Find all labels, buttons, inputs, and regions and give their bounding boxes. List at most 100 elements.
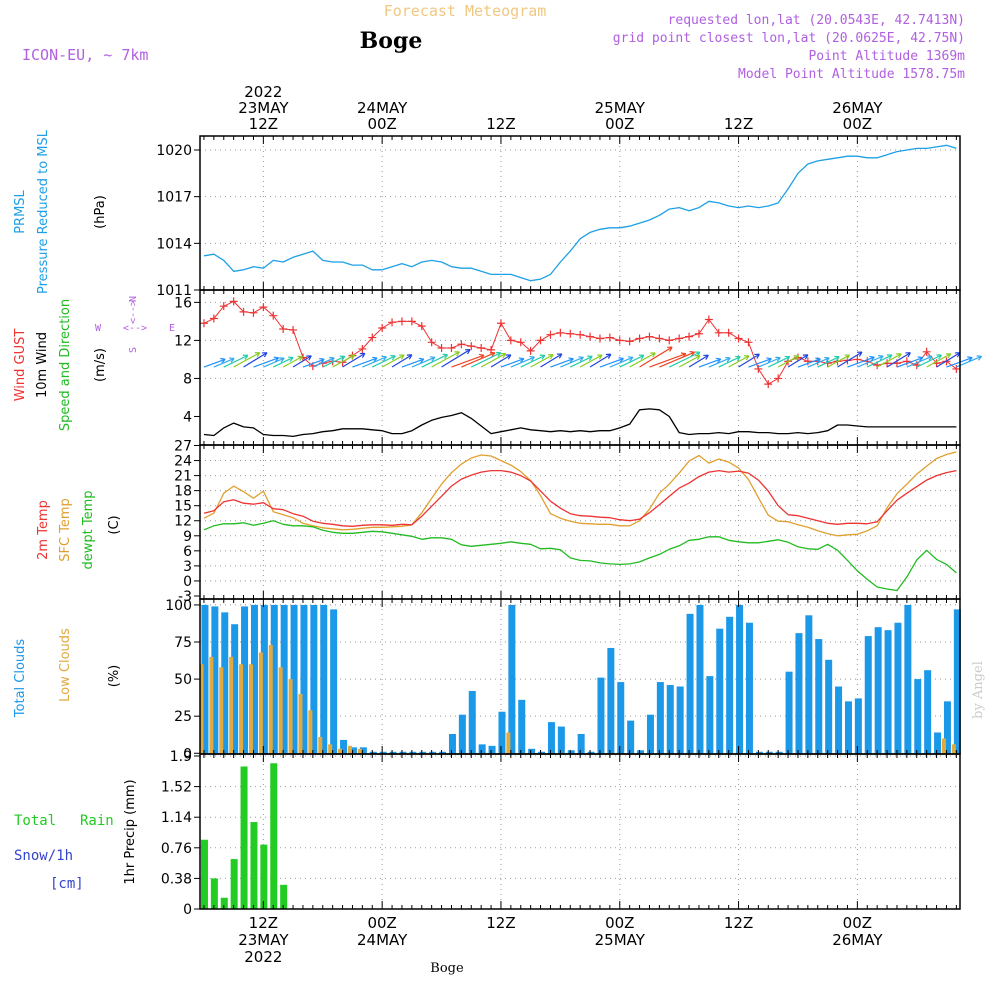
wind-arrow — [599, 357, 624, 368]
gust-marker — [615, 336, 624, 345]
model-altitude: Model Point Altitude 1578.75m — [738, 67, 965, 82]
ytick-label-temp-6: 15 — [174, 499, 192, 515]
ytick-label-wind-3: 16 — [174, 295, 192, 311]
total-cloud-bar — [409, 751, 417, 754]
total-cloud-bar — [646, 714, 654, 754]
top-time-label-3-1: 00Z — [605, 115, 634, 133]
total-cloud-bar — [478, 744, 486, 754]
wind-arrow-head — [936, 354, 942, 360]
total-cloud-bar — [488, 745, 496, 754]
gust-marker — [774, 374, 783, 383]
wind-arrow — [332, 354, 355, 368]
wind-arrow-head — [618, 357, 624, 363]
wind-arrow-head — [454, 351, 460, 357]
total-cloud-bar — [696, 604, 704, 754]
temp-label-2m: 2m Temp — [36, 500, 51, 560]
total-cloud-bar — [518, 699, 526, 754]
wind-arrow — [421, 354, 448, 368]
wind-arrow — [272, 356, 294, 368]
total-cloud-bar — [528, 748, 536, 754]
bottom-time-label-3-1: 25MAY — [595, 931, 646, 949]
total-cloud-bar — [943, 701, 951, 754]
low-cloud-bar — [941, 738, 946, 754]
axes-labels: 1011101410171020481216-30369121518212427… — [156, 83, 957, 966]
wind-arrow — [312, 357, 335, 368]
wind-arrow-head — [824, 356, 830, 363]
wind-arrow-head — [500, 353, 507, 359]
wind-arrow — [560, 356, 584, 368]
top-time-label-5-0: 26MAY — [832, 99, 883, 117]
low-cloud-bar — [288, 679, 293, 754]
gust-marker — [645, 332, 654, 341]
wind-arrow — [253, 357, 279, 368]
wind-arrow-head — [927, 355, 933, 361]
wind-arrow — [371, 355, 396, 368]
wind-arrow — [847, 356, 875, 368]
cloud-label-low: Low Clouds — [58, 628, 73, 702]
rain-bar — [250, 822, 258, 909]
pressure-label-2: Pressure Reduced to MSL — [36, 129, 51, 294]
gust-marker — [744, 338, 753, 347]
gust-marker — [655, 334, 664, 343]
wind-arrow-head — [518, 357, 525, 363]
rain-bar — [230, 859, 238, 909]
ytick-label-temp-2: 3 — [183, 559, 192, 575]
frame-pressure — [199, 135, 961, 291]
low-cloud-bar — [951, 744, 956, 754]
wind-arrow — [569, 355, 593, 368]
top-time-label-1-1: 00Z — [367, 115, 396, 133]
wind-arrow — [342, 352, 366, 368]
sfc-temp-line — [203, 451, 957, 537]
wind-arrow-head — [605, 353, 612, 359]
wind-arrow-head — [744, 355, 750, 361]
compass-north-arrow: <--> — [128, 300, 139, 324]
wind-arrow-head — [917, 356, 924, 362]
wind-label-gust: Wind GUST — [13, 329, 28, 402]
total-cloud-bar — [538, 751, 546, 754]
gust-marker — [199, 319, 208, 328]
wind-arrow — [243, 352, 268, 368]
top-time-label-0-0: 2022 — [244, 83, 282, 101]
gust-marker — [635, 334, 644, 343]
gust-marker — [249, 308, 258, 317]
wind-arrow — [213, 357, 235, 368]
wind-arrow — [698, 358, 721, 368]
gust-marker — [417, 322, 426, 331]
temp-label-dewpt: dewpt Temp — [81, 490, 96, 569]
gust-marker — [625, 337, 634, 346]
wind-arrow — [470, 352, 502, 368]
wind-arrow-head — [329, 356, 335, 363]
precip-labels: Total Rain Snow/1h [cm] 1hr Precip (mm) — [14, 779, 138, 892]
wind-arrow — [688, 354, 709, 368]
cloud-label-total: Total Clouds — [13, 639, 28, 719]
compass-east: E — [169, 323, 175, 334]
total-cloud-bar — [785, 671, 793, 754]
wind-arrow-head — [548, 354, 554, 360]
ytick-label-temp-7: 18 — [174, 484, 192, 500]
total-cloud-bar — [359, 747, 367, 754]
low-cloud-bar — [239, 664, 244, 754]
gust-marker — [694, 329, 703, 338]
ytick-label-clouds-4: 100 — [165, 598, 192, 614]
gust-marker — [922, 347, 931, 356]
wind-arrow-head — [793, 355, 800, 361]
temp-labels: 2m Temp SFC Temp dewpt Temp (C) — [36, 490, 122, 569]
wind-arrow-head — [297, 355, 303, 362]
bottom-time-label-3-0: 00Z — [605, 914, 634, 932]
wind-arrow-head — [372, 356, 378, 363]
wind-arrow-head — [715, 357, 722, 364]
top-time-label-2-0: 12Z — [486, 115, 515, 133]
total-cloud-bar — [884, 630, 892, 754]
gust-marker — [734, 334, 743, 343]
bottom-time-label-1-1: 24MAY — [357, 931, 408, 949]
cloud-unit: (%) — [107, 665, 122, 688]
wind-arrow — [777, 355, 799, 368]
wind-arrow — [896, 357, 923, 368]
total-cloud-bar — [755, 751, 763, 754]
wind-arrow — [391, 354, 413, 368]
wind-arrow — [926, 353, 951, 368]
gust-marker — [764, 380, 773, 389]
wind-arrow — [678, 355, 701, 368]
wind-arrow-head — [784, 355, 791, 362]
gust-marker — [229, 297, 238, 306]
